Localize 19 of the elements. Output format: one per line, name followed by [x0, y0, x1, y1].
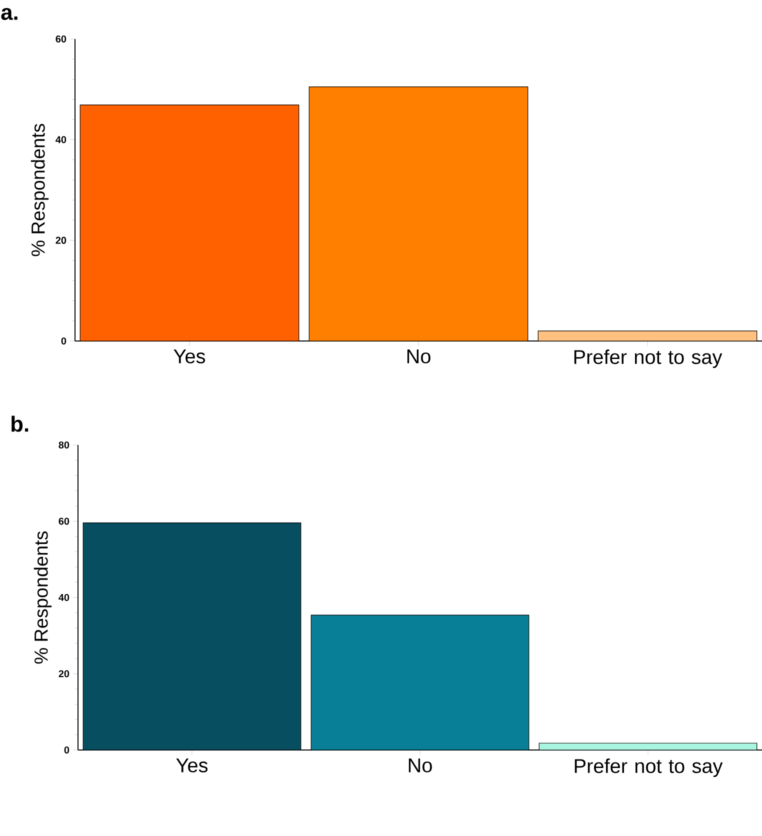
y-tick-label: 40: [58, 594, 70, 602]
x-tick-label: Yes: [174, 350, 206, 364]
y-tick-label: 20: [58, 670, 70, 678]
x-tick-label: No: [407, 350, 430, 364]
y-tick-label: 80: [58, 441, 70, 449]
y-tick-label: 60: [56, 35, 66, 43]
x-tick-label: No: [408, 758, 432, 772]
chart-title: a.: [1, 8, 18, 20]
x-tick-label: Prefer not to say: [574, 349, 722, 368]
y-tick-label: 0: [61, 337, 66, 345]
x-tick-label: Yes: [176, 758, 208, 772]
x-tick-label: Prefer not to say: [574, 758, 723, 778]
y-tick-label: 0: [64, 746, 70, 754]
y-tick-label: 60: [58, 518, 70, 525]
y-tick-label: 40: [56, 136, 66, 144]
y-axis-title: % Respondents: [34, 531, 52, 664]
chart-title: b.: [12, 416, 28, 432]
y-axis-title: % Respondents: [30, 124, 49, 256]
y-tick-label: 20: [56, 236, 66, 244]
